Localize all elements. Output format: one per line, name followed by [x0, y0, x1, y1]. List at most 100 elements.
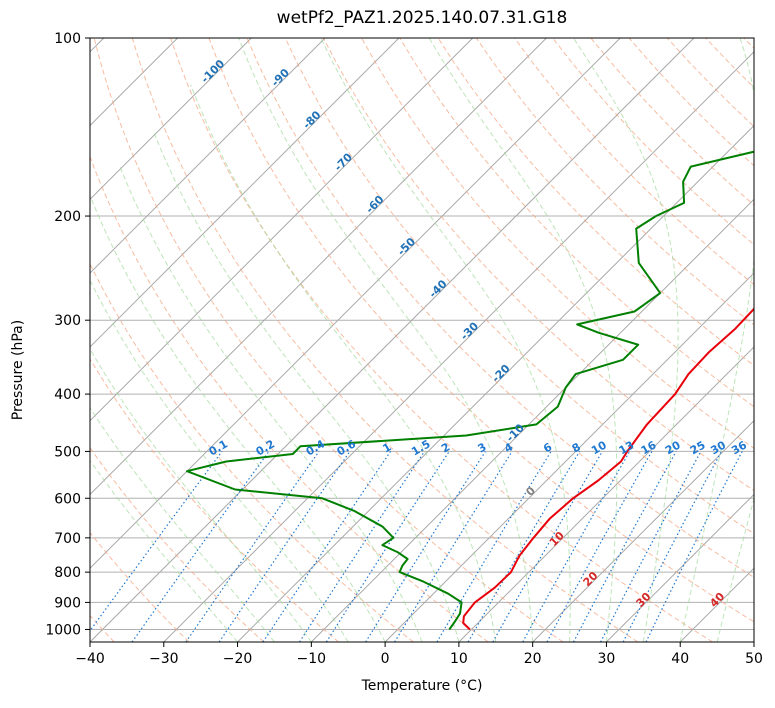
x-tick-label: 10 [450, 651, 468, 667]
mixing-ratio-label: 8 [570, 440, 583, 455]
y-tick-label: 600 [54, 491, 81, 507]
mixing-ratio-line [90, 451, 223, 632]
mixing-ratio-label: 10 [589, 438, 609, 457]
moist-adiabat [428, 38, 618, 642]
mixing-ratio-line [600, 451, 702, 642]
mixing-ratio-line [299, 451, 425, 642]
y-tick-label: 800 [54, 565, 81, 581]
isotherm-line [679, 567, 754, 642]
moist-adiabat [90, 406, 275, 642]
mixing-ratio-line [436, 451, 552, 642]
mixing-ratio-label: 1.5 [409, 437, 432, 458]
mixing-ratio-label: 30 [708, 438, 728, 457]
moist-adiabat [90, 195, 386, 642]
moist-adiabat [190, 84, 497, 642]
y-axis-label-box: Pressure (hPa) [8, 310, 28, 430]
isotherm-line [90, 38, 400, 348]
mixing-ratio-label: 0.6 [335, 437, 359, 458]
isotherm-line [237, 124, 754, 642]
mixing-ratio-label: 2 [439, 440, 452, 455]
y-tick-label: 900 [54, 595, 81, 611]
mixing-ratio-line [131, 451, 270, 642]
y-tick-label: 300 [54, 313, 81, 329]
isotherm-line [606, 493, 754, 642]
dry-adiabat [361, 38, 754, 449]
mixing-ratio-label: 20 [663, 438, 683, 457]
mixing-ratio-line [572, 451, 677, 642]
isotherm-line [163, 51, 754, 642]
dry-adiabat [90, 155, 489, 642]
dry-adiabat [628, 38, 754, 167]
x-tick-label: −40 [75, 651, 105, 667]
dry-adiabat [170, 38, 713, 642]
isotherm-line [310, 198, 754, 642]
mixing-ratio-line [645, 451, 743, 642]
plot-frame [89, 37, 755, 643]
dry-adiabat [322, 38, 754, 492]
dry-adiabat [90, 358, 339, 642]
mixing-ratio-label: 16 [639, 438, 659, 457]
moist-adiabat [679, 38, 754, 642]
mixing-ratio-line [522, 451, 631, 642]
y-axis-label: Pressure (hPa) [10, 319, 26, 421]
isotherm-label: 40 [707, 590, 727, 610]
mixing-ratio-label: 3 [475, 440, 488, 455]
isotherm-line [90, 38, 326, 274]
dry-adiabat [208, 38, 754, 623]
moist-adiabat [90, 348, 312, 642]
dry-adiabat [93, 38, 564, 642]
x-tick-label: −20 [223, 651, 253, 667]
dry-adiabat [90, 262, 414, 642]
x-tick-label: 30 [598, 651, 616, 667]
dry-adiabat [284, 38, 754, 535]
x-axis-label: Temperature (°C) [361, 678, 483, 694]
mixing-ratio-line [325, 451, 450, 642]
isotherm-label: -50 [395, 235, 418, 258]
moist-adiabat [572, 38, 679, 642]
isotherm-label: -20 [489, 362, 512, 385]
isotherm-label: -100 [199, 57, 228, 86]
dry-adiabat [90, 531, 190, 642]
dewpoint-profile [186, 150, 754, 631]
mixing-ratio-label: 36 [729, 438, 749, 457]
isotherm-label: -80 [300, 108, 323, 131]
y-tick-label: 1000 [45, 622, 81, 638]
dry-adiabat [705, 38, 754, 89]
isotherm-label: -30 [458, 319, 481, 342]
moist-adiabat [753, 640, 754, 642]
isotherm-line [90, 38, 252, 201]
isotherm-line [90, 38, 547, 496]
mixing-ratio-label: 25 [688, 438, 708, 457]
mixing-ratio-line [185, 451, 320, 642]
x-tick-label: −30 [149, 651, 179, 667]
x-tick-label: 0 [381, 651, 390, 667]
moist-adiabat [90, 459, 238, 642]
mixing-ratio-label: 13 [617, 438, 637, 457]
y-tick-label: 200 [54, 209, 81, 225]
isotherm-label: -90 [269, 66, 292, 89]
moist-adiabat [320, 38, 571, 642]
moist-adiabat [238, 38, 534, 642]
isotherm-line [90, 38, 621, 569]
isotherm-label: -60 [363, 193, 386, 216]
isotherm-label: 10 [547, 529, 567, 549]
x-tick-label: −10 [297, 651, 327, 667]
x-tick-label: 20 [524, 651, 542, 667]
mixing-ratio-line [262, 451, 392, 642]
temperature-profile [462, 307, 754, 631]
isotherm-line [90, 38, 695, 642]
y-tick-label: 700 [54, 531, 81, 547]
isotherm-label: -40 [426, 277, 449, 300]
isotherm-line [90, 38, 474, 422]
moist-adiabat [716, 496, 754, 642]
chart-title: wetPf2_PAZ1.2025.140.07.31.G18 [276, 8, 568, 28]
dry-adiabat [743, 38, 754, 49]
mixing-ratio-line [394, 451, 513, 642]
y-tick-label: 100 [54, 31, 81, 47]
dry-adiabat [590, 38, 754, 206]
isotherm-line [532, 419, 754, 642]
moist-adiabat [119, 166, 423, 642]
dry-adiabat [552, 38, 754, 246]
